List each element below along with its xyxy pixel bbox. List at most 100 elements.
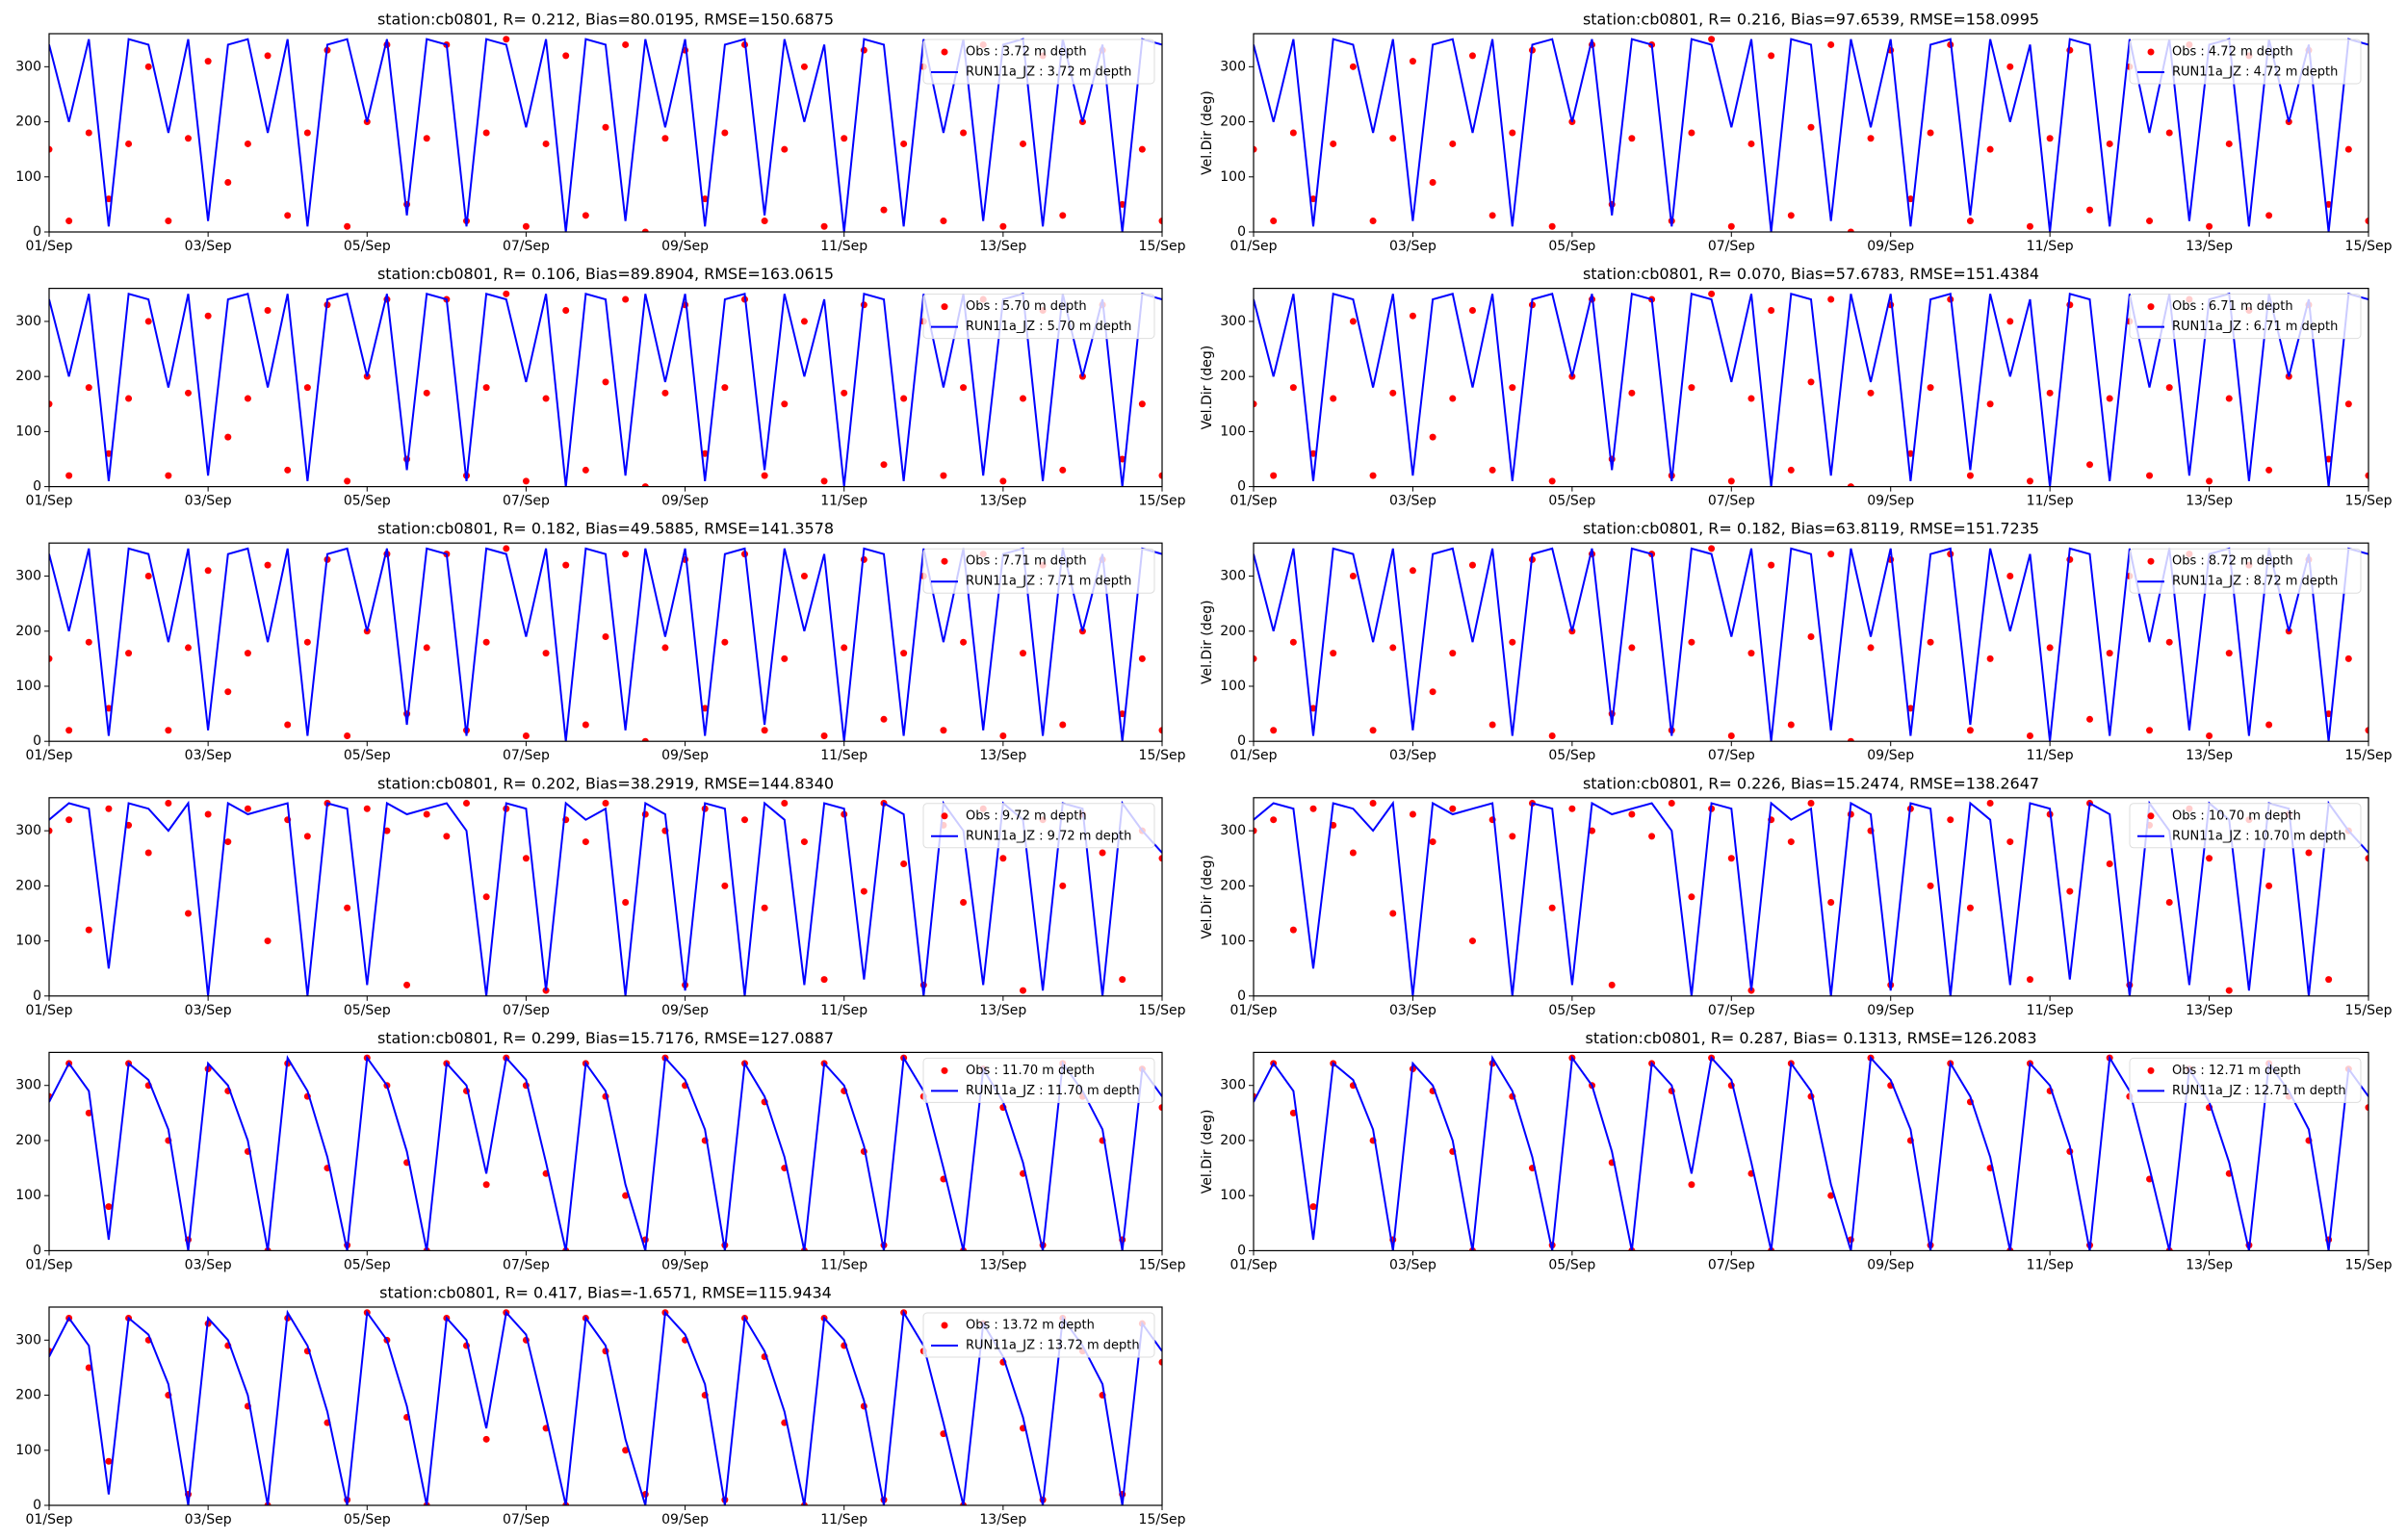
obs-point [1668, 800, 1675, 808]
x-tick-label: 05/Sep [344, 494, 391, 509]
obs-point [1747, 140, 1755, 147]
obs-point [1289, 129, 1297, 137]
x-tick-label: 11/Sep [820, 494, 867, 509]
legend-label: RUN11a_JZ : 13.72 m depth [966, 1339, 1140, 1353]
obs-point [363, 805, 371, 812]
obs-point [940, 472, 947, 479]
axes-frame [48, 542, 1163, 742]
x-tick-label: 15/Sep [1139, 1257, 1186, 1272]
obs-point [1628, 810, 1636, 818]
x-tick-label: 01/Sep [1230, 239, 1278, 254]
model-line [49, 1055, 1162, 1251]
plot-area [1254, 290, 2368, 487]
obs-point [1986, 145, 1994, 153]
obs-point [503, 545, 510, 552]
y-tick-label: 300 [15, 1332, 41, 1348]
obs-point [522, 732, 530, 739]
plot-area [49, 1054, 1162, 1251]
obs-point [2344, 400, 2352, 408]
obs-point [562, 52, 570, 60]
legend-box [922, 294, 1155, 340]
obs-point [1429, 688, 1436, 696]
obs-point [1927, 882, 1934, 889]
legend-marker [941, 812, 948, 820]
model-line [1254, 293, 2368, 487]
obs-point [2046, 644, 2054, 652]
legend-marker [941, 1066, 948, 1074]
obs-point [1369, 800, 1377, 808]
obs-point [482, 384, 490, 392]
obs-point [1270, 816, 1278, 824]
obs-point [622, 295, 630, 303]
legend-box [2129, 803, 2362, 849]
x-tick-label: 01/Sep [26, 1257, 73, 1272]
y-tick-label: 0 [1237, 988, 1246, 1004]
obs-point [1059, 721, 1067, 729]
obs-point [165, 800, 172, 808]
obs-point [185, 644, 192, 652]
x-tick-label: 05/Sep [1548, 494, 1595, 509]
obs-point [1807, 123, 1815, 131]
x-tick-label: 09/Sep [1867, 239, 1914, 254]
obs-point [1409, 58, 1416, 65]
y-tick-label: 300 [1220, 59, 1246, 74]
obs-point [1927, 129, 1934, 137]
panel: station:cb0801, R= 0.417, Bias=-1.6571, … [15, 1284, 1185, 1528]
obs-point [1254, 827, 1257, 834]
y-tick-label: 0 [1237, 733, 1246, 749]
x-tick-label: 07/Sep [1708, 494, 1755, 509]
obs-point [1349, 63, 1357, 70]
obs-point [1768, 306, 1775, 314]
y-tick-label: 300 [15, 59, 41, 74]
x-tick-label: 05/Sep [1548, 1257, 1595, 1272]
y-tick-label: 0 [33, 1498, 41, 1513]
obs-point [49, 145, 53, 153]
obs-point [165, 218, 172, 225]
legend-label: RUN11a_JZ : 10.70 m depth [2172, 829, 2346, 843]
obs-point [1468, 561, 1476, 569]
legend-label: Obs : 4.72 m depth [2172, 45, 2293, 60]
obs-point [1158, 218, 1162, 225]
x-tick-label: 05/Sep [1548, 748, 1595, 763]
obs-point [2106, 140, 2113, 147]
obs-point [2146, 472, 2154, 479]
y-tick-label: 0 [33, 988, 41, 1004]
x-tick-label: 07/Sep [1708, 239, 1755, 254]
obs-point [1966, 727, 1974, 734]
obs-point [721, 129, 729, 137]
obs-point [1309, 1203, 1317, 1211]
obs-point [1409, 567, 1416, 575]
x-tick-label: 15/Sep [1139, 239, 1186, 254]
y-tick-label: 200 [1220, 878, 1246, 893]
legend-marker [2147, 303, 2155, 311]
obs-point [344, 222, 351, 230]
panel: station:cb0801, R= 0.226, Bias=15.2474, … [1200, 774, 2393, 1018]
obs-point [482, 893, 490, 901]
obs-point [1509, 384, 1516, 392]
obs-point [1254, 145, 1257, 153]
obs-point [1488, 466, 1496, 474]
x-tick-label: 01/Sep [1230, 748, 1278, 763]
obs-point [820, 732, 828, 739]
obs-point [841, 389, 848, 397]
obs-point [701, 705, 709, 712]
legend-box [2129, 294, 2362, 340]
obs-point [800, 838, 808, 846]
obs-point [264, 937, 272, 945]
obs-point [1768, 561, 1775, 569]
y-tick-label: 300 [15, 1078, 41, 1093]
axes-frame [48, 288, 1163, 488]
obs-point [999, 855, 1007, 862]
obs-point [641, 483, 649, 487]
obs-point [940, 218, 947, 225]
obs-point [1548, 477, 1556, 485]
obs-point [1330, 140, 1337, 147]
obs-point [542, 140, 550, 147]
obs-point [602, 632, 609, 640]
x-tick-label: 07/Sep [503, 239, 550, 254]
obs-point [1309, 449, 1317, 457]
legend-label: RUN11a_JZ : 7.71 m depth [966, 575, 1131, 589]
obs-point [841, 135, 848, 142]
y-tick-label: 200 [15, 369, 41, 384]
obs-point [1270, 727, 1278, 734]
